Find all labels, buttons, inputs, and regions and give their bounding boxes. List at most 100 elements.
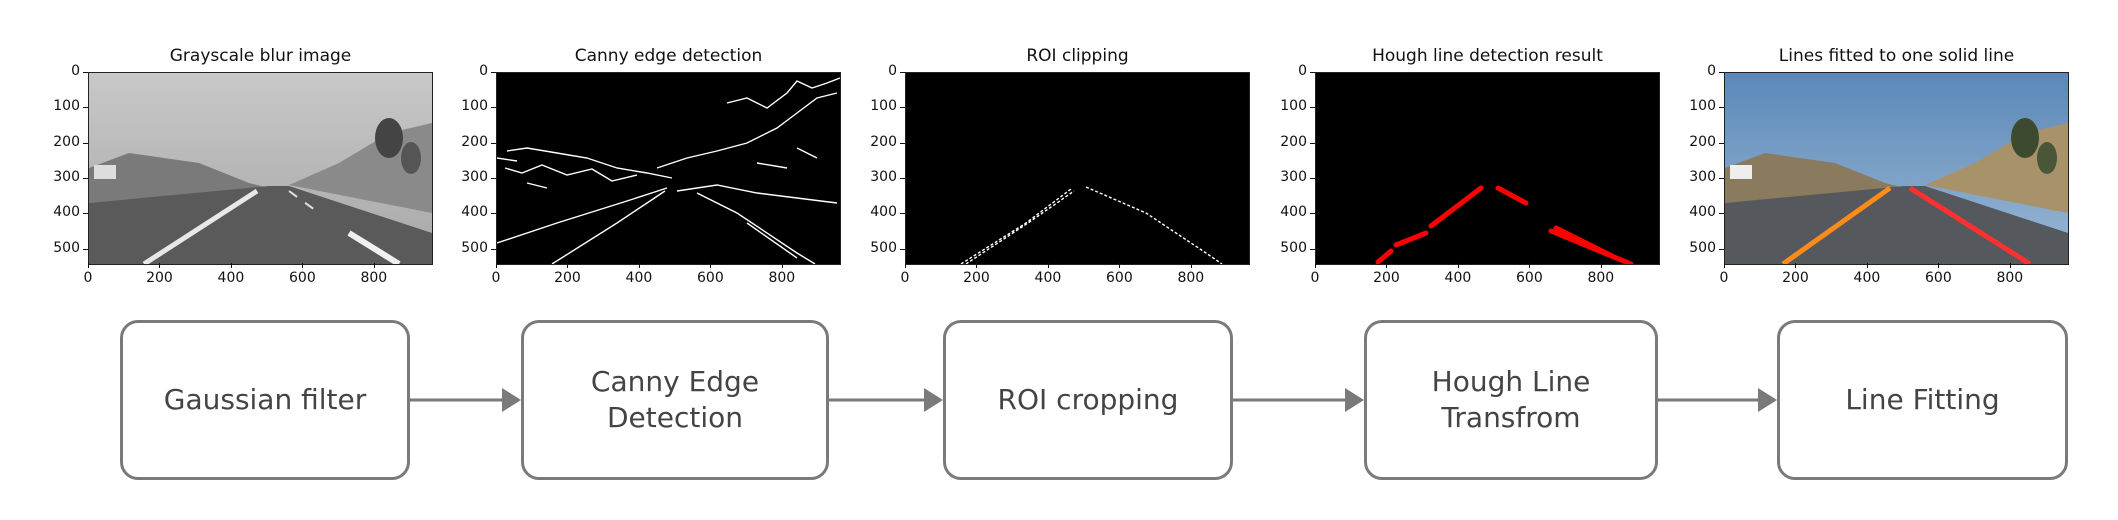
- x-tick-label: 200: [146, 270, 173, 286]
- y-tick-label: 0: [1298, 63, 1307, 79]
- y-tick-mark: [900, 213, 905, 215]
- step-canny-edge-detection: Canny Edge Detection: [521, 320, 829, 480]
- x-tick-label: 800: [1587, 270, 1615, 286]
- y-tick-label: 400: [461, 204, 488, 221]
- y-tick-label: 0: [888, 63, 897, 79]
- y-tick-label: 400: [53, 204, 80, 221]
- y-tick-label: 100: [1689, 98, 1716, 115]
- y-tick-label: 0: [479, 63, 488, 79]
- x-tick-label: 800: [768, 270, 796, 286]
- y-tick-mark: [1719, 72, 1724, 73]
- step-roi-cropping: ROI cropping: [943, 320, 1233, 480]
- step-line-fitting: Line Fitting: [1777, 320, 2068, 480]
- y-tick-mark: [83, 107, 88, 109]
- x-tick-mark: [159, 263, 161, 268]
- x-tick-mark: [373, 263, 375, 268]
- y-tick-label: 0: [1707, 63, 1716, 79]
- y-tick-mark: [491, 248, 496, 250]
- image-hough-lines: [1315, 72, 1660, 265]
- y-tick-mark: [83, 213, 88, 215]
- x-tick-label: 400: [1034, 270, 1062, 286]
- y-tick-label: 400: [870, 204, 897, 221]
- y-tick-label: 200: [1689, 133, 1716, 150]
- y-tick-mark: [1310, 107, 1315, 109]
- x-tick-mark: [1386, 263, 1388, 268]
- x-tick-mark: [1600, 263, 1602, 268]
- x-tick-label: 0: [1310, 270, 1320, 286]
- y-tick-label: 500: [1280, 239, 1307, 256]
- x-tick-mark: [710, 263, 712, 268]
- y-tick-label: 100: [461, 98, 488, 115]
- x-tick-mark: [496, 263, 497, 268]
- y-tick-label: 500: [870, 239, 897, 256]
- y-tick-label: 400: [1689, 204, 1716, 221]
- x-tick-mark: [1724, 263, 1725, 268]
- x-tick-label: 0: [491, 270, 501, 286]
- x-tick-mark: [638, 263, 640, 268]
- y-tick-mark: [83, 248, 88, 250]
- y-tick-label: 500: [1689, 239, 1716, 256]
- x-tick-mark: [302, 263, 304, 268]
- x-tick-label: 200: [963, 270, 990, 286]
- x-tick-label: 200: [1782, 270, 1809, 286]
- y-tick-label: 500: [53, 239, 80, 256]
- x-tick-label: 0: [83, 270, 93, 286]
- x-tick-label: 400: [625, 270, 653, 286]
- step-gaussian-filter: Gaussian filter: [120, 320, 410, 480]
- x-tick-label: 400: [1853, 270, 1881, 286]
- x-tick-mark: [567, 263, 569, 268]
- x-tick-mark: [1190, 263, 1192, 268]
- image-grayscale-blur: [88, 72, 433, 265]
- y-tick-mark: [491, 72, 496, 73]
- y-tick-label: 200: [1280, 133, 1307, 150]
- x-tick-label: 600: [1925, 270, 1952, 286]
- y-tick-mark: [1719, 213, 1724, 215]
- y-tick-label: 300: [461, 169, 488, 186]
- x-tick-label: 800: [360, 270, 388, 286]
- y-tick-mark: [900, 142, 905, 144]
- arrowhead-1: [502, 388, 521, 412]
- x-tick-label: 400: [217, 270, 245, 286]
- y-tick-label: 200: [53, 133, 80, 150]
- x-tick-label: 0: [900, 270, 910, 286]
- y-tick-mark: [900, 178, 905, 180]
- x-tick-mark: [1529, 263, 1531, 268]
- panel-title-roi: ROI clipping: [1026, 46, 1129, 66]
- y-tick-label: 300: [870, 169, 897, 186]
- y-tick-label: 300: [53, 169, 80, 186]
- x-tick-label: 600: [697, 270, 724, 286]
- y-tick-mark: [1310, 248, 1315, 250]
- x-tick-mark: [1457, 263, 1459, 268]
- arrowhead-3: [1345, 388, 1364, 412]
- image-fitted-lines: [1724, 72, 2069, 265]
- y-tick-mark: [1719, 248, 1724, 250]
- y-tick-label: 500: [461, 239, 488, 256]
- x-tick-mark: [1938, 263, 1940, 268]
- arrowhead-4: [1758, 388, 1777, 412]
- x-tick-mark: [781, 263, 783, 268]
- x-tick-mark: [1315, 263, 1316, 268]
- y-tick-mark: [1310, 213, 1315, 215]
- step-hough-line-transform: Hough Line Transfrom: [1364, 320, 1658, 480]
- image-roi-clipping: [905, 72, 1250, 265]
- x-tick-label: 800: [1177, 270, 1205, 286]
- y-tick-label: 300: [1689, 169, 1716, 186]
- y-tick-mark: [491, 213, 496, 215]
- x-tick-mark: [976, 263, 978, 268]
- x-tick-label: 800: [1996, 270, 2024, 286]
- y-tick-label: 200: [461, 133, 488, 150]
- y-tick-mark: [1719, 107, 1724, 109]
- x-tick-label: 400: [1444, 270, 1472, 286]
- x-tick-mark: [1795, 263, 1797, 268]
- x-tick-label: 0: [1719, 270, 1729, 286]
- panel-title-canny: Canny edge detection: [574, 46, 763, 66]
- y-tick-label: 100: [870, 98, 897, 115]
- panel-title-hough: Hough line detection result: [1372, 46, 1603, 66]
- y-tick-label: 200: [870, 133, 897, 150]
- y-tick-mark: [491, 178, 496, 180]
- x-tick-mark: [88, 263, 89, 268]
- y-tick-mark: [1310, 72, 1315, 73]
- panel-title-grayscale: Grayscale blur image: [169, 46, 352, 66]
- panel-title-fitted: Lines fitted to one solid line: [1778, 46, 2015, 66]
- y-tick-mark: [900, 248, 905, 250]
